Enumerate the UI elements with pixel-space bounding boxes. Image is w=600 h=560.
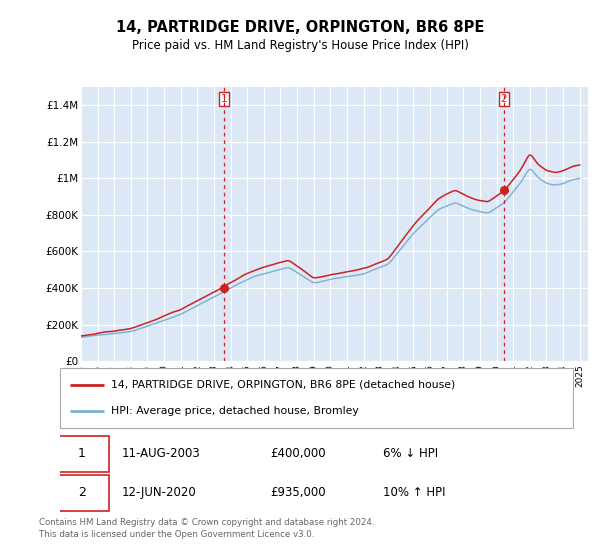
Text: 14, PARTRIDGE DRIVE, ORPINGTON, BR6 8PE: 14, PARTRIDGE DRIVE, ORPINGTON, BR6 8PE	[116, 20, 484, 35]
Text: 11-AUG-2003: 11-AUG-2003	[122, 447, 200, 460]
Text: Price paid vs. HM Land Registry's House Price Index (HPI): Price paid vs. HM Land Registry's House …	[131, 39, 469, 52]
Text: Contains HM Land Registry data © Crown copyright and database right 2024.
This d: Contains HM Land Registry data © Crown c…	[39, 518, 374, 539]
Text: 6% ↓ HPI: 6% ↓ HPI	[383, 447, 439, 460]
FancyBboxPatch shape	[55, 436, 109, 472]
Text: £400,000: £400,000	[271, 447, 326, 460]
Text: £935,000: £935,000	[271, 486, 326, 500]
Text: HPI: Average price, detached house, Bromley: HPI: Average price, detached house, Brom…	[112, 407, 359, 417]
Text: 1: 1	[78, 447, 86, 460]
FancyBboxPatch shape	[55, 475, 109, 511]
Text: 10% ↑ HPI: 10% ↑ HPI	[383, 486, 446, 500]
FancyBboxPatch shape	[60, 368, 573, 428]
Text: 2: 2	[501, 94, 508, 104]
Text: 12-JUN-2020: 12-JUN-2020	[122, 486, 196, 500]
Text: 2: 2	[78, 486, 86, 500]
Text: 1: 1	[221, 94, 227, 104]
Text: 14, PARTRIDGE DRIVE, ORPINGTON, BR6 8PE (detached house): 14, PARTRIDGE DRIVE, ORPINGTON, BR6 8PE …	[112, 380, 455, 390]
